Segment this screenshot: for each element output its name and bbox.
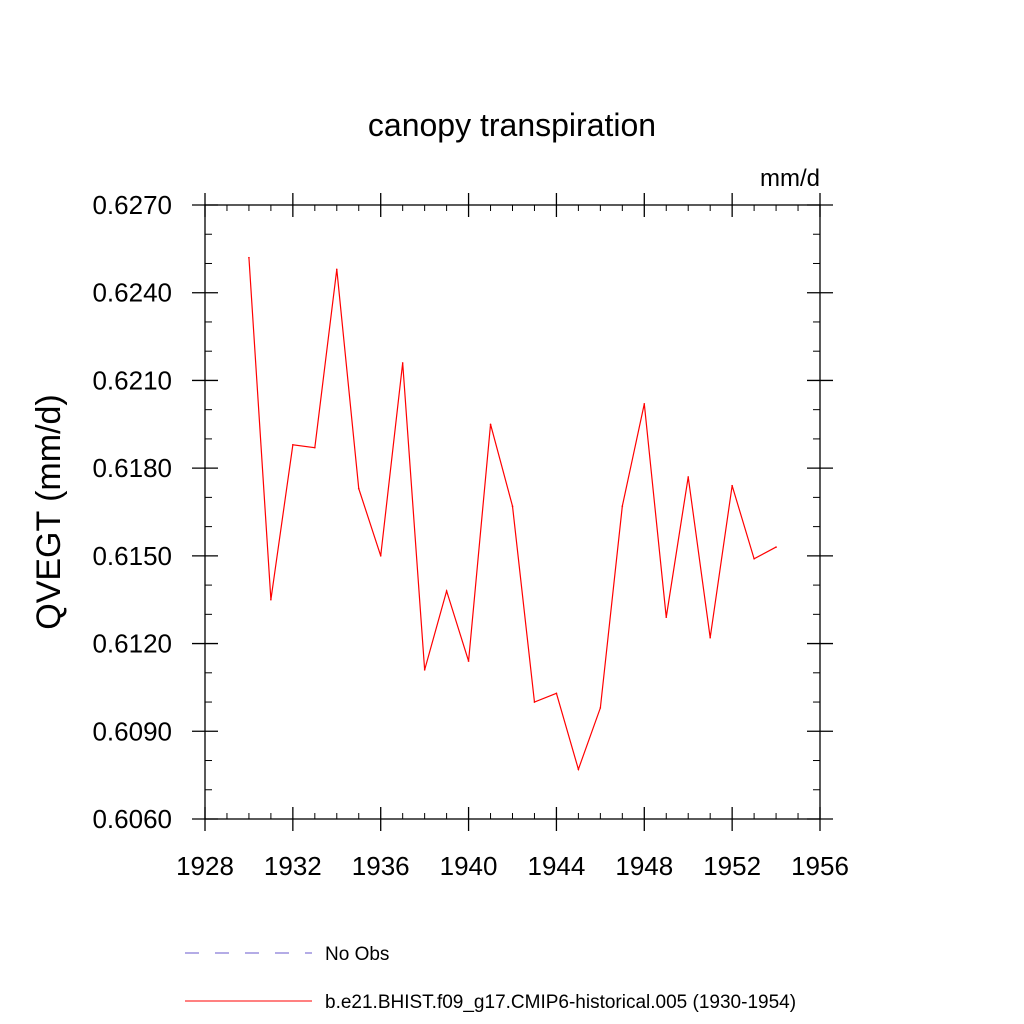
legend: No Obs b.e21.BHIST.f09_g17.CMIP6-historic… (185, 944, 796, 1013)
data-point (314, 446, 316, 449)
y-tick-label: 0.6060 (92, 804, 172, 834)
data-point (248, 256, 250, 259)
data-point (577, 768, 580, 771)
x-tick-label: 1928 (176, 851, 234, 881)
data-point (489, 423, 492, 426)
data-point (643, 403, 646, 405)
data-point (753, 557, 755, 560)
series-line (248, 257, 777, 772)
data-point (379, 555, 382, 557)
data-point (665, 616, 668, 619)
data-point (621, 505, 624, 507)
legend-label: b.e21.BHIST.f09_g17.CMIP6-historical.005… (325, 992, 796, 1013)
data-point (511, 505, 514, 507)
x-tick-label: 1936 (352, 851, 410, 881)
data-point (533, 701, 536, 703)
data-point (731, 484, 733, 487)
data-point (292, 443, 294, 446)
y-tick-label: 0.6180 (92, 453, 172, 483)
x-tick-label: 1956 (791, 851, 849, 881)
data-point (445, 590, 448, 592)
x-tick-label: 1932 (264, 851, 322, 881)
data-point (775, 546, 777, 548)
series-layer (248, 256, 777, 772)
data-point (709, 636, 711, 639)
data-point (357, 487, 360, 490)
y-tick-label: 0.6150 (92, 541, 172, 571)
data-point (555, 692, 558, 695)
legend-label: No Obs (325, 944, 389, 965)
data-point (467, 660, 470, 662)
data-point (335, 268, 338, 271)
data-point (599, 707, 602, 709)
y-tick-label: 0.6210 (92, 365, 172, 395)
x-tick-label: 1944 (528, 851, 586, 881)
chart-title: canopy transpiration (368, 107, 656, 143)
y-tick-label: 0.6120 (92, 629, 172, 659)
y-tick-label: 0.6240 (92, 278, 172, 308)
x-tick-label: 1948 (615, 851, 673, 881)
y-tick-label: 0.6090 (92, 716, 172, 746)
data-point (270, 598, 272, 601)
axes: 1928 1932 1936 1940 1944 1948 1952 1956 0.6060 0.… (92, 190, 848, 881)
x-tick-label: 1952 (703, 851, 761, 881)
data-point (687, 476, 690, 478)
y-tick-label: 0.6270 (92, 190, 172, 220)
y-axis-label: QVEGT (mm/d) (30, 394, 68, 630)
x-tick-label: 1940 (440, 851, 498, 881)
data-point (423, 669, 426, 671)
units-label: mm/d (760, 165, 820, 192)
data-point (401, 362, 404, 364)
